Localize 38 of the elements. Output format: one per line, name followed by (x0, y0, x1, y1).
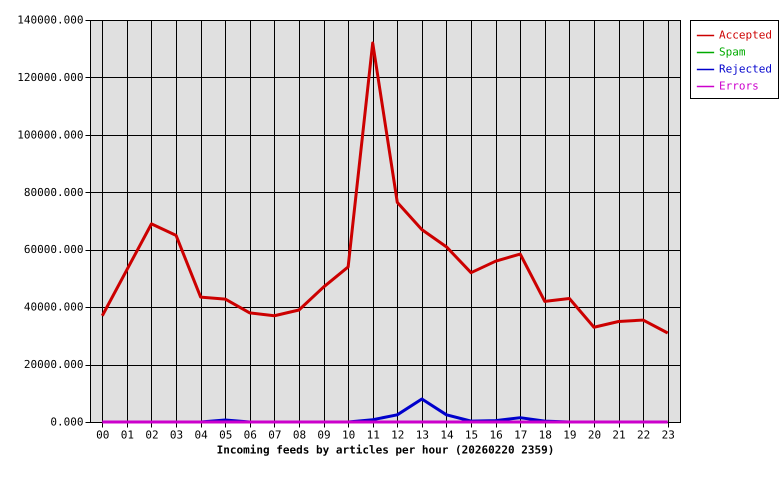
x-tick-label: 12 (391, 428, 404, 442)
x-tick-label: 06 (244, 428, 257, 442)
y-tick-label: 140000.000 (17, 14, 84, 26)
x-tick-label: 21 (612, 428, 626, 442)
x-tick-label: 17 (514, 428, 528, 442)
line-series (100, 41, 670, 334)
x-tick-label: 20 (588, 428, 602, 442)
y-tick-label: 40000.000 (24, 300, 84, 314)
x-tick-label: 14 (440, 428, 454, 442)
x-tick-label: 23 (662, 428, 675, 442)
y-tick-label: 120000.000 (17, 70, 84, 84)
x-tick-label: 08 (292, 428, 306, 442)
x-tick-label: 02 (145, 428, 159, 442)
legend-label: Accepted (719, 28, 772, 42)
y-tick-label: 60000.000 (24, 243, 84, 256)
x-tick-label: 13 (416, 428, 429, 442)
x-tick-label: 22 (637, 428, 650, 442)
x-axis-title: Incoming feeds by articles per hour (20260220 2359) (216, 444, 554, 456)
x-tick-label: 19 (563, 428, 576, 442)
x-tick-label: 00 (96, 428, 110, 442)
x-tick-label: 04 (194, 428, 208, 442)
x-tick-label: 01 (120, 428, 134, 442)
legend-label: Errors (719, 80, 759, 92)
x-tick-label: 10 (342, 428, 356, 442)
x-tick-label: 09 (317, 428, 331, 442)
x-tick-label: 15 (464, 428, 478, 442)
y-tick-label: 100000.000 (17, 128, 84, 142)
x-tick-label: 03 (170, 428, 184, 442)
y-tick-label: 20000.000 (24, 358, 84, 372)
x-tick-label: 07 (268, 428, 282, 442)
y-tick-label: 0.000 (50, 416, 84, 428)
y-tick-label: 80000.000 (24, 186, 84, 199)
legend-label: Rejected (719, 62, 772, 76)
x-tick-label: 18 (538, 428, 552, 442)
legend-label: Spam (719, 46, 746, 58)
x-tick-label: 11 (366, 428, 380, 442)
x-tick-label: 05 (219, 428, 232, 442)
x-tick-label: 16 (490, 428, 503, 442)
